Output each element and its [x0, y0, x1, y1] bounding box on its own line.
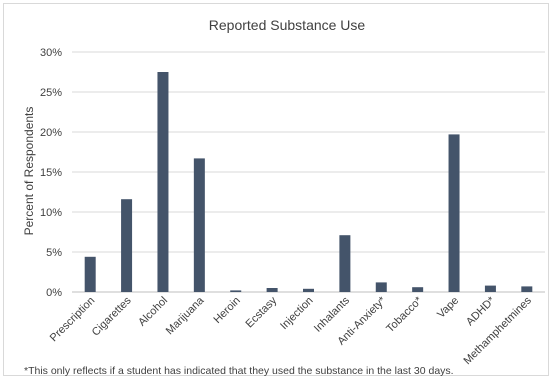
x-tick-label: Marijuana	[164, 294, 207, 337]
bar-vape	[448, 134, 460, 292]
bar-adhd	[484, 285, 496, 292]
y-tick-label: 20%	[40, 127, 62, 139]
x-tick-label: Tobacco*	[384, 294, 425, 335]
bar-prescription	[84, 256, 96, 292]
x-tick-label: ADHD*	[464, 294, 498, 328]
x-tick-label: Vape	[435, 295, 461, 321]
y-tick-label: 0%	[46, 287, 62, 299]
y-tick-label: 5%	[46, 247, 62, 259]
bar-injection	[303, 288, 314, 292]
y-tick-label: 30%	[40, 47, 62, 59]
x-tick-label: Methamphetmines	[461, 294, 534, 367]
bar-inhalants	[339, 235, 351, 292]
bar-heroin	[230, 290, 242, 292]
y-tick-label: 15%	[40, 167, 62, 179]
footnote: *This only reflects if a student has ind…	[24, 365, 454, 377]
x-tick-label: Ecstasy	[244, 294, 280, 330]
bar-ecstasy	[266, 288, 278, 292]
x-tick-label: Cigarettes	[90, 294, 134, 338]
x-tick-label: Alcohol	[136, 295, 170, 329]
bars	[84, 72, 533, 292]
bar-tobacco	[412, 287, 424, 292]
y-tick-label: 25%	[40, 87, 62, 99]
bar-marijuana	[193, 158, 205, 292]
bar-cigarettes	[121, 199, 133, 292]
gridlines	[72, 51, 545, 293]
x-tick-label: Prescription	[48, 295, 98, 345]
y-axis-label: Percent of Respondents	[22, 107, 36, 236]
bar-alcohol	[157, 72, 169, 292]
y-tick-label: 10%	[40, 207, 62, 219]
chart-title: Reported Substance Use	[209, 17, 366, 33]
bar-methamphetmines	[521, 286, 533, 292]
bar-anti-anxiety	[375, 282, 387, 292]
x-tick-label: Injection	[278, 295, 315, 332]
y-axis-ticks: 0% 5% 10% 15% 20% 25% 30%	[40, 47, 62, 299]
x-tick-label: Heroin	[211, 295, 242, 326]
